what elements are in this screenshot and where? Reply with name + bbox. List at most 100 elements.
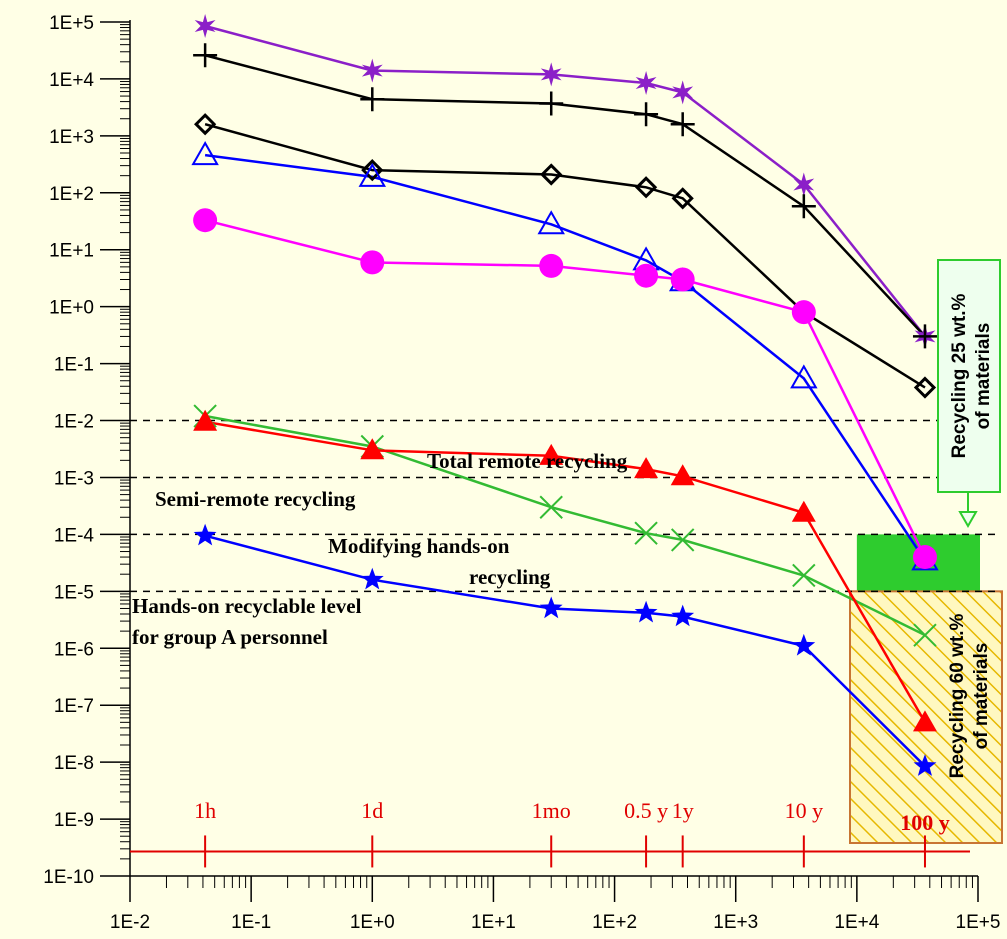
time-label: 100 y [900,810,950,835]
series-5-point [539,495,563,519]
series-7-point [913,754,937,776]
recycling-60-label-line1: Recycling 60 wt.% [947,614,968,779]
series-5-point [634,521,658,545]
reference-lines [130,419,1000,593]
series-7-point [792,633,816,656]
series-6-point [912,710,937,732]
series-2-point [913,376,937,399]
series-7-point [360,567,384,590]
series-6-point [539,443,564,465]
annotation-semi-remote: Semi-remote recycling [155,487,356,511]
y-tick-label: 1E+5 [49,13,94,34]
series-7-point [539,596,563,619]
series-1-point [634,102,659,127]
recycling-25-label-line1: Recycling 25 wt.% [949,294,970,459]
time-label: 1d [361,798,383,823]
series-0-point [361,58,383,83]
recycling-60-label-line2: of materials [971,643,992,750]
x-tick-label: 1E+1 [471,912,516,933]
series-lines [204,24,927,768]
series-1-point [360,87,385,112]
series-3-point [191,141,219,166]
x-tick-label: 1E-2 [110,912,150,933]
y-tick-label: 1E-3 [54,468,94,489]
series-6-point [193,409,218,431]
series-2-point [194,113,217,136]
series-7-point [634,600,658,623]
annotations: Total remote recycling Semi-remote recyc… [132,449,628,649]
y-tick-label: 1E-10 [43,867,94,888]
x-tick-label: 1E-1 [231,912,271,933]
y-tick-label: 1E-1 [54,355,94,376]
y-tick-label: 1E-5 [54,582,94,603]
y-tick-label: 1E+1 [49,241,94,262]
recycling-60-callout: Recycling 60 wt.% of materials [947,614,992,779]
time-label: 10 y [785,798,824,823]
series-3-point [358,162,387,187]
series-4-point [360,250,385,275]
time-axis: 1h 1d 1mo 0.5 y 1y 10 y 100 y [130,798,970,868]
series-4-point [912,545,937,570]
annotation-modifying-line2: recycling [469,565,551,589]
x-tick-label: 1E+2 [592,912,637,933]
series-0-point [793,172,815,197]
annotation-modifying-line1: Modifying hands-on [328,534,510,558]
series-2-point [671,187,694,210]
series-2-point [361,159,384,182]
series-5-point [913,623,937,647]
x-tick-label: 1E+0 [350,912,395,933]
series-4-point [634,263,659,288]
time-label: 0.5 y [624,798,668,823]
series-6-point [670,464,695,486]
series-0-point [672,80,694,105]
annotation-hands-on-line1: Hands-on recyclable level [132,594,362,618]
series-2-point [634,176,658,199]
axes: 1E-10 1E-9 1E-8 1E-7 1E-6 1E-5 1E-4 1E-3 1E-2 1E-… [43,13,1000,933]
series-1-point [193,43,218,68]
y-tick-label: 1E-4 [54,525,95,546]
series-3-point [537,210,565,235]
y-tick-label: 1E-2 [54,412,94,433]
time-label: 1y [672,798,694,823]
series-7-line [204,534,926,768]
series-6-point [360,438,385,460]
y-tick-label: 1E-9 [54,810,94,831]
time-label: 1h [194,798,216,823]
time-label: 1mo [532,798,571,823]
series-4-point [670,267,695,292]
series-4-point [791,300,816,325]
series-3-line [204,153,927,562]
series-1-point [670,112,695,137]
x-tick-label: 1E+4 [834,912,879,933]
y-tick-label: 1E-6 [54,639,94,660]
series-5-point [792,563,816,588]
series-markers [191,14,939,776]
annotation-hands-on-line2: for group A personnel [132,625,328,649]
y-tick-label: 1E-8 [54,753,94,774]
series-2-point [540,163,563,186]
x-tick-label: 1E+5 [956,912,1001,933]
series-0-point [540,62,562,87]
series-6-point [791,500,816,522]
series-7-point [671,604,695,627]
series-4-point [193,208,218,233]
series-7-point [193,523,217,546]
series-0-line [204,24,926,338]
series-3-point [790,364,818,389]
y-tick-label: 1E+0 [49,298,94,319]
series-2-line [204,122,926,389]
recycling-25-label-line2: of materials [973,323,994,430]
series-1-point [912,324,937,349]
y-tick-label: 1E+2 [49,184,94,205]
series-6-point [634,457,659,479]
series-0-point [635,71,657,95]
recycling-25-callout: Recycling 25 wt.% of materials [937,259,1001,529]
x-tick-label: 1E+3 [713,912,758,933]
series-1-point [539,91,564,116]
series-1-line [204,54,926,338]
y-tick-label: 1E-7 [54,696,94,717]
annotation-total-remote: Total remote recycling [427,449,628,473]
y-tick-label: 1E+4 [49,70,94,91]
series-5-point [670,528,695,552]
